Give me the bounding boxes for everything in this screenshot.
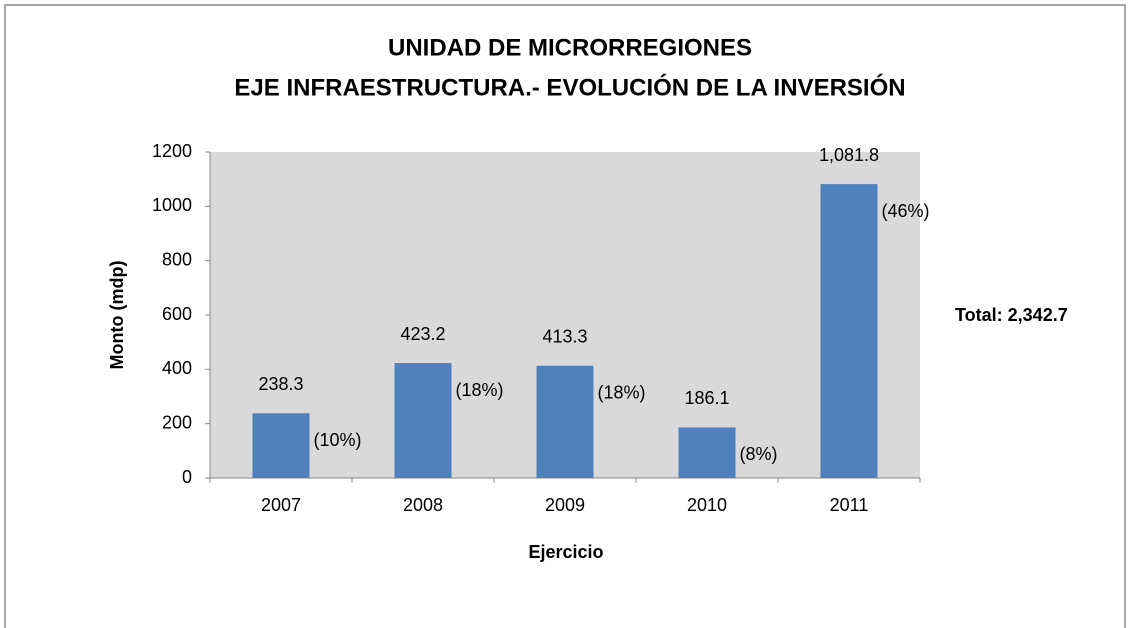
x-axis-label: Ejercicio: [528, 542, 603, 562]
bar: [536, 365, 594, 478]
x-tick-label: 2009: [545, 495, 585, 515]
value-label: 238.3: [258, 374, 303, 394]
share-label: (10%): [314, 430, 362, 450]
y-tick-label: 600: [162, 304, 192, 324]
x-tick-label: 2008: [403, 495, 443, 515]
y-axis-label: Monto (mdp): [107, 261, 127, 370]
value-label: 413.3: [542, 326, 587, 346]
value-label: 1,081.8: [819, 145, 879, 165]
share-label: (18%): [598, 382, 646, 402]
bar: [252, 413, 310, 478]
chart-title: UNIDAD DE MICRORREGIONES: [388, 34, 752, 61]
x-tick-label: 2007: [261, 495, 301, 515]
y-tick-label: 0: [182, 467, 192, 487]
share-label: (8%): [740, 444, 778, 464]
bar: [820, 184, 878, 478]
x-tick-label: 2010: [687, 495, 727, 515]
x-tick-label: 2011: [830, 495, 869, 515]
y-tick-label: 800: [162, 249, 192, 269]
y-tick-label: 400: [162, 358, 192, 378]
value-label: 186.1: [684, 388, 729, 408]
bar: [678, 427, 736, 478]
total-annotation: Total: 2,342.7: [955, 305, 1068, 325]
y-tick-label: 1200: [152, 141, 192, 161]
y-tick-label: 1000: [152, 195, 192, 215]
chart-subtitle: EJE INFRAESTRUCTURA.- EVOLUCIÓN DE LA IN…: [234, 73, 905, 101]
share-label: (18%): [456, 380, 504, 400]
value-label: 423.2: [400, 324, 445, 344]
share-label: (46%): [882, 201, 930, 221]
y-tick-label: 200: [162, 412, 192, 432]
bar: [394, 363, 452, 478]
